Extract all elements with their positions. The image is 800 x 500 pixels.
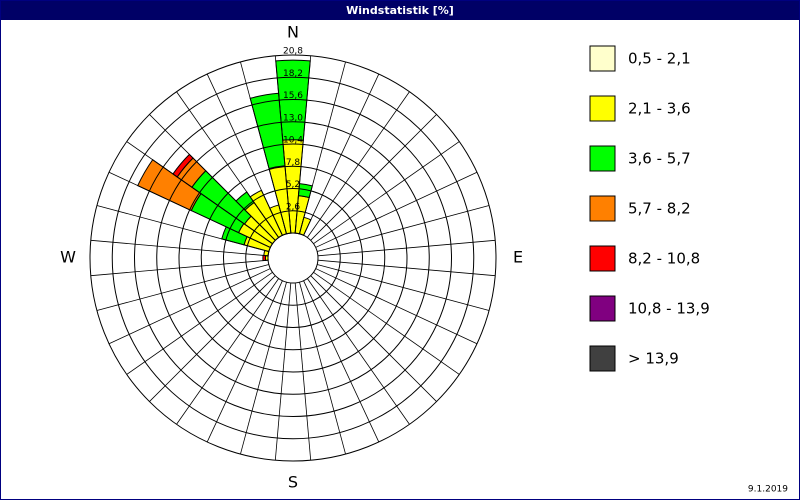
spoke [274,282,292,461]
spoke [108,268,271,345]
date: 9.1.2019 [748,485,788,495]
spoke [240,61,287,234]
ring [245,210,341,306]
legend-label: 10,8 - 13,9 [628,300,710,318]
spoke [317,259,496,277]
spoke [307,91,410,238]
spoke [307,278,410,425]
ring [156,121,430,395]
spoke [240,282,287,455]
spoke [299,282,346,455]
legend-label: 0,5 - 2,1 [628,50,691,68]
r-tick-label: 18,2 [283,69,303,79]
legend-label: 2,1 - 3,6 [628,100,691,118]
spoke [294,55,312,234]
spoke [315,268,478,345]
legend-label: 3,6 - 5,7 [628,150,691,168]
ring [111,76,475,440]
legend-label: 8,2 - 10,8 [628,250,700,268]
r-tick-label: 5,2 [286,180,300,190]
title-bar: Windstatistik [%] [1,1,799,20]
r-tick-label: 2,6 [286,202,301,212]
spoke [90,259,269,277]
spoke [206,280,283,443]
legend-label: > 13,9 [628,350,679,368]
direction-label: W [60,248,76,267]
legend-swatch [589,295,616,322]
spoke [90,239,269,257]
spoke [294,282,312,461]
legend-swatch [589,345,616,372]
wedge [262,254,267,262]
spoke [149,114,276,241]
spoke [317,264,490,311]
r-tick-label: 10,4 [283,136,303,146]
r-tick-label: 7,8 [286,158,301,168]
ring [178,143,408,373]
spoke [299,61,346,234]
spoke [310,114,437,241]
r-tick-label: 15,6 [283,91,303,101]
spoke [206,73,283,236]
spoke [317,205,490,252]
spoke [313,272,460,375]
legend-swatch [589,95,616,122]
ring [200,165,386,351]
ring [134,99,452,417]
legend-label: 5,7 - 8,2 [628,200,691,218]
spoke [303,73,380,236]
direction-label: N [287,23,299,42]
spoke [274,55,292,234]
spoke [149,275,276,402]
direction-label: S [288,473,298,492]
ring [223,188,363,328]
r-tick-label: 13,0 [283,113,303,123]
spoke [108,171,271,248]
spoke [126,272,273,375]
spoke [96,205,269,252]
spoke [310,275,437,402]
r-tick-label: 20,8 [283,47,303,57]
spoke [313,141,460,244]
spoke [317,239,496,257]
direction-label: E [513,248,523,267]
legend-swatch [589,195,616,222]
spoke [126,141,273,244]
legend-swatch [589,45,616,72]
ring [89,54,497,462]
legend-swatch [589,245,616,272]
ring [267,232,319,284]
legend-swatch [589,145,616,172]
spoke [315,171,478,248]
spoke [176,91,279,238]
spoke [303,280,380,443]
spoke [176,278,279,425]
spoke [96,264,269,311]
